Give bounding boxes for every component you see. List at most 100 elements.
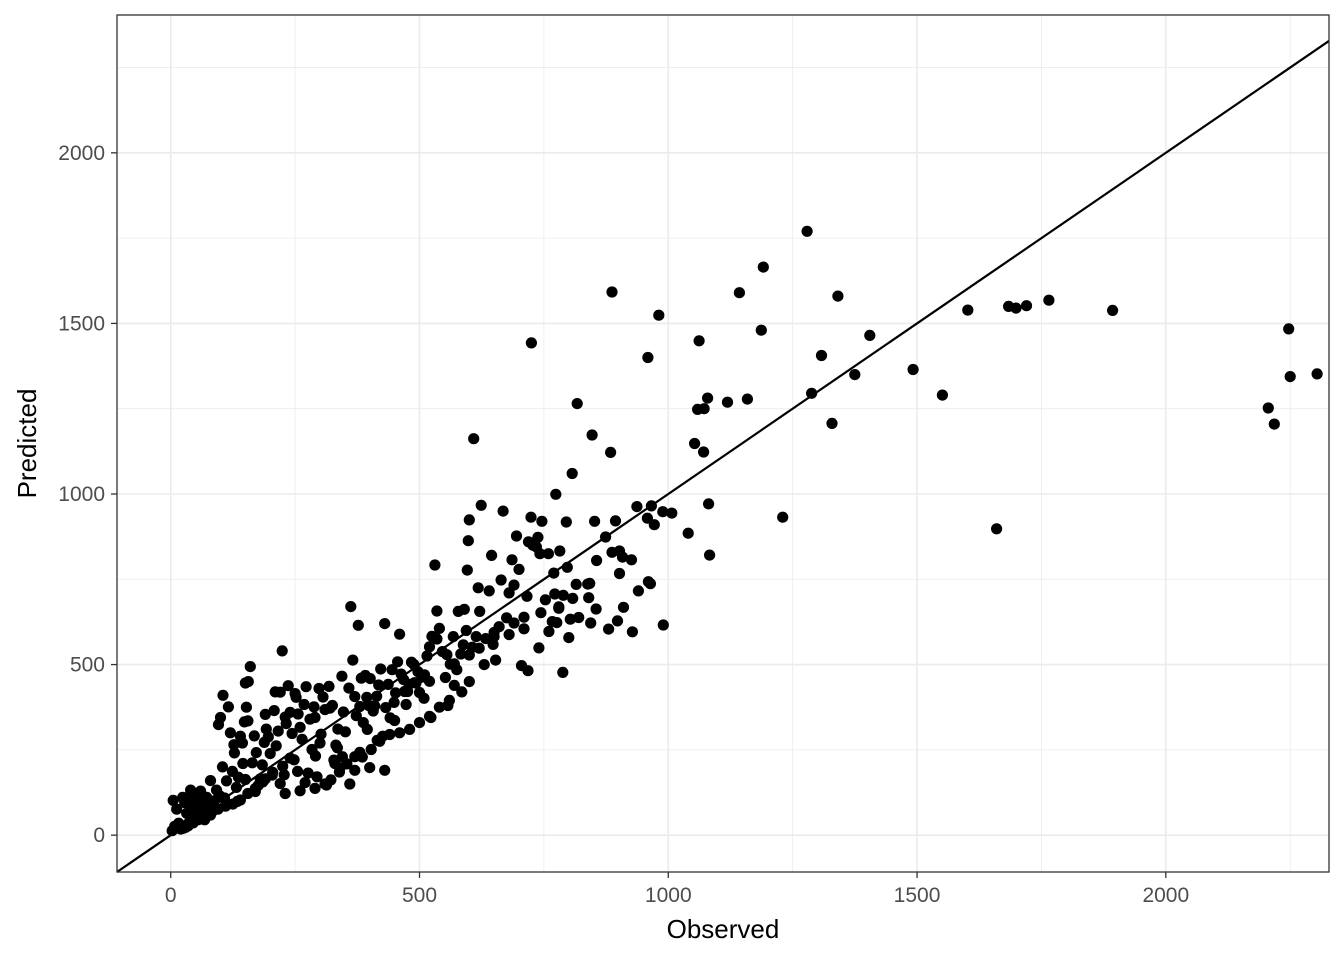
- data-point: [220, 775, 233, 787]
- data-point: [309, 782, 321, 795]
- data-point: [590, 603, 602, 615]
- data-point: [557, 666, 569, 679]
- data-point: [269, 686, 281, 698]
- data-point: [510, 530, 523, 542]
- data-point: [242, 787, 254, 800]
- data-point: [907, 363, 919, 376]
- data-point: [702, 392, 714, 404]
- data-point: [392, 656, 404, 668]
- data-point: [294, 721, 306, 733]
- data-point: [336, 670, 348, 682]
- data-point: [522, 536, 535, 548]
- data-point: [470, 631, 482, 643]
- data-point: [613, 567, 626, 580]
- data-point: [693, 335, 705, 347]
- data-point: [167, 794, 179, 807]
- data-point: [617, 601, 630, 613]
- data-point: [361, 691, 373, 703]
- data-point: [380, 702, 392, 714]
- data-point: [177, 822, 189, 834]
- data-point: [234, 730, 246, 742]
- data-point: [586, 429, 598, 441]
- data-point: [216, 761, 229, 773]
- data-point: [536, 515, 548, 527]
- data-point: [689, 437, 701, 450]
- data-point: [386, 664, 398, 676]
- data-point: [443, 694, 455, 707]
- data-point: [375, 663, 387, 675]
- data-point: [343, 682, 355, 694]
- data-point: [431, 633, 443, 645]
- data-point: [486, 549, 498, 562]
- data-point: [371, 690, 383, 702]
- data-point: [323, 680, 335, 693]
- data-point: [682, 527, 694, 539]
- x-tick-label: 0: [165, 884, 177, 907]
- data-point: [264, 748, 276, 760]
- data-point: [433, 701, 445, 713]
- data-point: [228, 747, 240, 759]
- data-point: [379, 618, 391, 630]
- data-point: [642, 351, 654, 364]
- data-point: [405, 656, 418, 668]
- data-point: [480, 633, 492, 645]
- data-point: [495, 574, 507, 586]
- data-point: [400, 698, 412, 711]
- data-point: [212, 719, 225, 731]
- data-point: [515, 660, 528, 672]
- data-point: [609, 515, 622, 527]
- data-point: [653, 309, 665, 321]
- data-point: [270, 740, 282, 752]
- y-axis-title: Predicted: [12, 389, 42, 499]
- data-point: [557, 589, 569, 601]
- data-point: [631, 501, 643, 513]
- data-point: [336, 751, 348, 763]
- data-point: [423, 641, 436, 653]
- data-point: [478, 659, 490, 671]
- data-point: [543, 625, 555, 638]
- data-point: [991, 523, 1003, 535]
- data-point: [204, 775, 217, 787]
- data-point: [413, 717, 426, 729]
- data-point: [408, 677, 421, 689]
- data-point: [313, 682, 325, 695]
- data-point: [337, 706, 349, 718]
- data-point: [600, 531, 612, 543]
- data-point: [645, 500, 658, 512]
- data-point: [355, 672, 367, 684]
- data-point: [226, 765, 238, 778]
- data-point: [452, 605, 464, 618]
- y-tick-label: 2000: [58, 142, 105, 165]
- data-point: [239, 773, 251, 786]
- data-point: [488, 631, 500, 643]
- data-point: [230, 781, 242, 794]
- data-point: [374, 735, 386, 747]
- data-point: [474, 605, 486, 618]
- data-point: [418, 669, 431, 681]
- data-point: [421, 650, 433, 662]
- data-point: [584, 577, 596, 590]
- data-point: [666, 507, 678, 519]
- y-axis: 0 500 1000 1500 2000: [58, 142, 117, 847]
- x-tick-label: 1000: [645, 884, 692, 907]
- data-point: [302, 767, 314, 779]
- data-point: [518, 623, 530, 635]
- data-point: [606, 546, 618, 558]
- data-point: [329, 757, 341, 770]
- data-point: [542, 548, 555, 560]
- data-point: [483, 585, 495, 597]
- data-point: [292, 765, 304, 778]
- data-point: [404, 723, 416, 736]
- data-point: [704, 549, 716, 561]
- data-point: [462, 535, 474, 547]
- data-point: [546, 616, 558, 628]
- data-point: [388, 696, 400, 709]
- data-point: [692, 403, 704, 415]
- data-point: [508, 617, 520, 629]
- data-point: [490, 654, 502, 666]
- data-point: [583, 592, 595, 604]
- panel-border: [116, 14, 1330, 873]
- data-point: [962, 304, 974, 316]
- data-point: [1262, 402, 1274, 414]
